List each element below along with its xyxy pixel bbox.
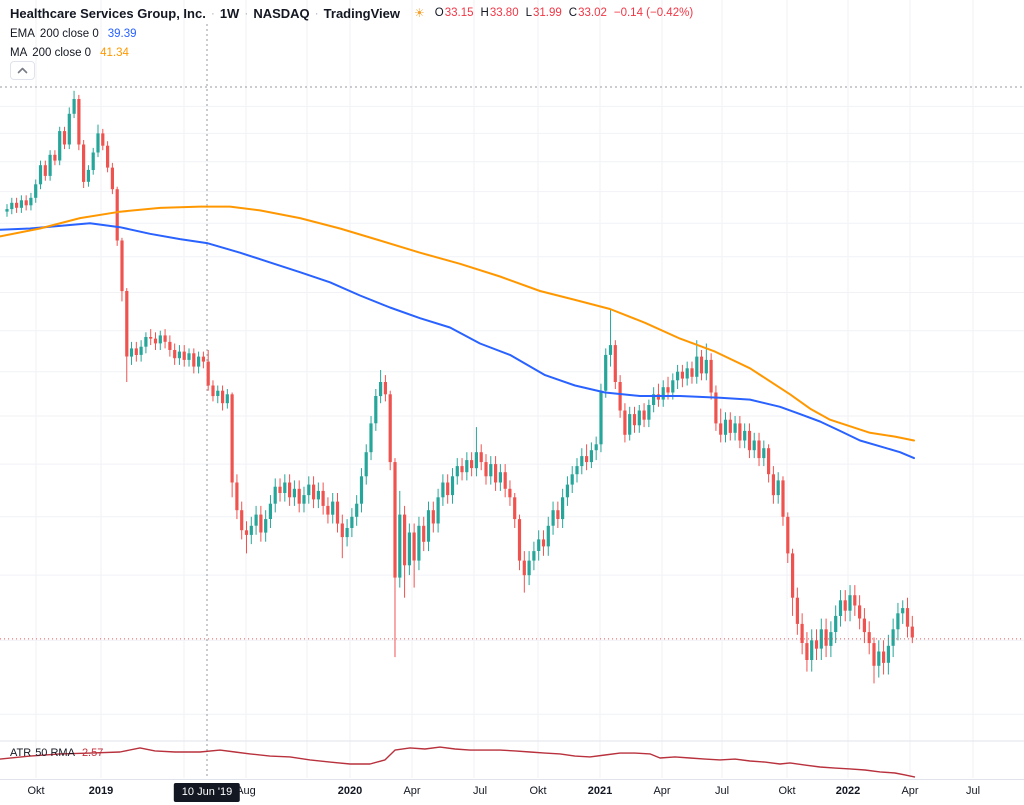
title-separator: · [244, 6, 249, 20]
time-axis-label: 2022 [835, 785, 861, 797]
time-axis-label: Jul [714, 785, 730, 797]
time-axis-label: Jul [472, 785, 488, 797]
close-label: C [568, 7, 578, 19]
time-axis-label: Apr [403, 785, 421, 797]
time-axis-label: Apr [901, 785, 919, 797]
indicator-name: MA [10, 47, 28, 59]
timeframe-label[interactable]: 1W [219, 6, 240, 21]
time-axis-label: Okt [27, 785, 45, 797]
title-separator: · [210, 6, 215, 20]
indicator-value: 39.39 [107, 27, 137, 40]
platform-label[interactable]: TradingView [323, 6, 400, 21]
high-label: H [480, 7, 489, 19]
time-axis-label: 2021 [587, 785, 613, 797]
crosshair-date-tooltip: 10 Jun '19 [173, 783, 241, 802]
time-axis-label: Aug [236, 785, 256, 797]
indicator-name: ATR [10, 747, 32, 759]
ohlc-readout: O 33.15 H 33.80 L 31.99 C 33.02 −0.14 (−0.42… [435, 5, 693, 22]
time-axis-label: 2019 [88, 785, 114, 797]
high-value: 33.80 [489, 7, 519, 19]
time-axis-label: Apr [653, 785, 671, 797]
time-axis-label: Okt [529, 785, 547, 797]
indicator-params: 200 close 0 [39, 27, 99, 40]
chevron-up-icon [17, 67, 28, 74]
low-value: 31.99 [533, 7, 562, 19]
symbol-title[interactable]: Healthcare Services Group, Inc. [10, 6, 206, 21]
chart-header: Healthcare Services Group, Inc. · 1W · N… [10, 5, 693, 61]
time-axis-label: Jul [965, 785, 981, 797]
indicator-name: EMA [10, 27, 35, 40]
legend-collapse-button[interactable] [10, 61, 35, 80]
close-value: 33.02 [578, 7, 607, 19]
change-value: −0.14 (−0.42%) [613, 7, 694, 19]
time-axis[interactable]: 10 Jun '19 Okt2019MaiAug2020AprJulOkt202… [0, 779, 1024, 805]
symbol-title-row: Healthcare Services Group, Inc. · 1W · N… [10, 5, 693, 22]
open-label: O [434, 7, 444, 19]
indicator-legend-ma[interactable]: MA 200 close 0 41.34 [10, 46, 693, 61]
open-value: 33.15 [444, 7, 474, 19]
indicator-params: 50 RMA [35, 747, 75, 759]
exchange-label: NASDAQ [253, 6, 310, 21]
low-label: L [525, 7, 532, 19]
title-separator: · [314, 6, 319, 20]
time-axis-label: Okt [778, 785, 796, 797]
indicator-value: 41.34 [100, 47, 129, 59]
sun-icon: ☀ [414, 6, 425, 20]
indicator-value: 2.57 [81, 747, 104, 759]
indicator-legend-atr[interactable]: ATR 50 RMA 2.57 [10, 747, 103, 759]
indicator-legend-ema[interactable]: EMA 200 close 0 39.39 [10, 27, 693, 42]
time-axis-label: 2020 [337, 785, 363, 797]
indicator-params: 200 close 0 [32, 47, 92, 59]
